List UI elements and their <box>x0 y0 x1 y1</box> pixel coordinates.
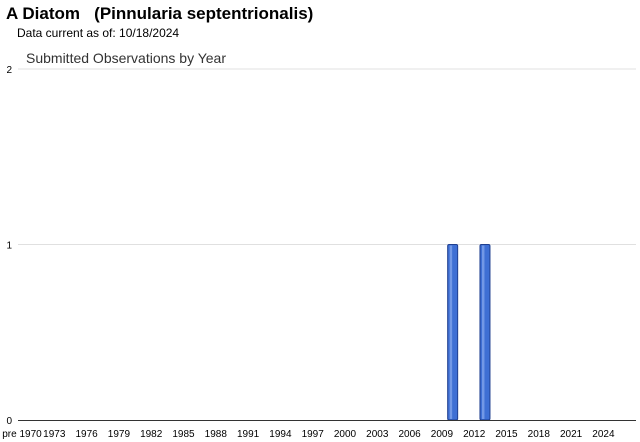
x-tick-label: 1997 <box>302 429 325 440</box>
x-tick-label: 1979 <box>108 429 131 440</box>
gridlines <box>18 68 636 245</box>
y-tick-label: 0 <box>6 416 12 427</box>
bar-highlight-2013 <box>481 245 485 419</box>
x-tick-label: 2006 <box>398 429 421 440</box>
x-tick-label: 1991 <box>237 429 260 440</box>
x-tick-label: 2009 <box>431 429 454 440</box>
x-tick-label: 2003 <box>366 429 389 440</box>
x-tick-label: pre 1970 <box>2 429 42 440</box>
data-current-date: Data current as of: 10/18/2024 <box>17 26 180 40</box>
x-tick-label: 2015 <box>495 429 518 440</box>
bar-2010[interactable] <box>447 244 459 421</box>
y-tick-label: 1 <box>6 241 12 252</box>
x-tick-label: 1976 <box>75 429 98 440</box>
chart-title: Submitted Observations by Year <box>26 50 227 66</box>
x-tick-label: 2024 <box>592 429 615 440</box>
y-tick-labels: 0 1 2 <box>6 65 12 427</box>
bar-highlight-2010 <box>449 245 453 419</box>
x-tick-label: 1982 <box>140 429 163 440</box>
x-tick-label: 1988 <box>205 429 228 440</box>
x-tick-label: 1973 <box>43 429 66 440</box>
x-tick-label: 2012 <box>463 429 486 440</box>
bar-2013[interactable] <box>479 244 491 421</box>
page-title: A Diatom (Pinnularia septentrionalis) <box>6 4 314 23</box>
x-tick-label: 1985 <box>172 429 195 440</box>
x-tick-label: 2018 <box>528 429 551 440</box>
x-tick-label: 1994 <box>269 429 292 440</box>
x-tick-labels: pre 1970 1973 1976 1979 1982 1985 1988 1991 1994… <box>2 429 615 440</box>
y-tick-label: 2 <box>6 65 12 76</box>
x-tick-label: 2000 <box>334 429 357 440</box>
bars <box>447 244 491 421</box>
x-tick-label: 2021 <box>560 429 583 440</box>
